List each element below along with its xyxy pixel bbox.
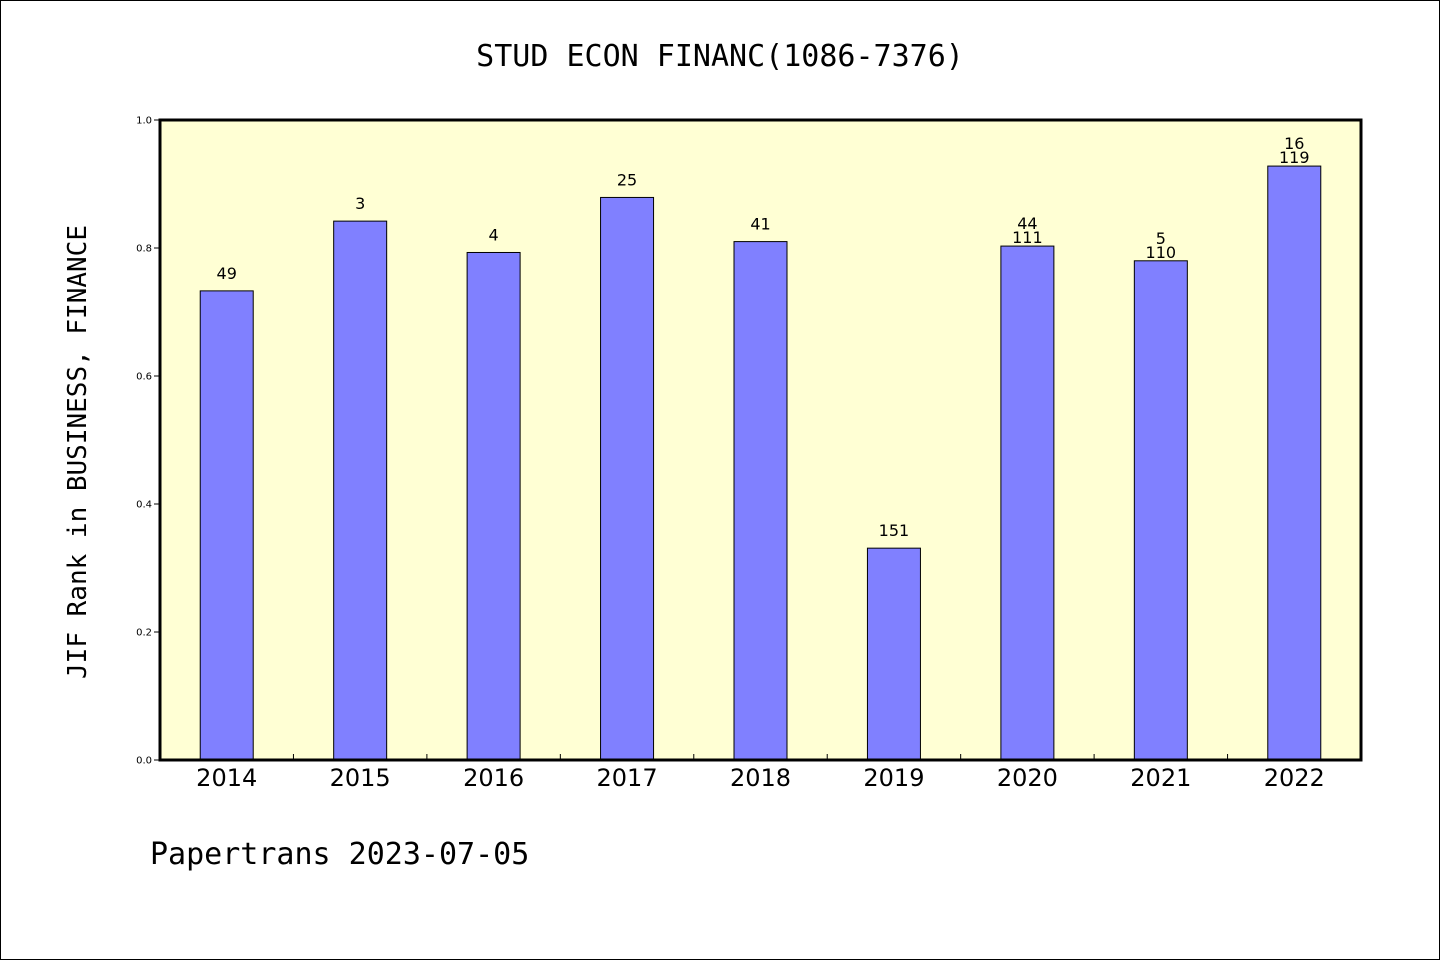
data-label: 49 [217,264,237,283]
y-axis-label: JIF Rank in BUSINESS, FINANCE [63,225,93,679]
x-tick-label: 2022 [1264,764,1325,792]
x-tick-label: 2021 [1130,764,1191,792]
data-label: 44 [1017,214,1037,233]
plot-border [158,118,1363,762]
bar-2017 [600,196,655,761]
bar-2015 [333,220,388,761]
bar-2016 [466,251,521,761]
bar-2022 [1267,165,1322,761]
x-tick-label: 2018 [730,764,791,792]
x-tick-label: 2015 [330,764,391,792]
data-label: 111 [1012,228,1043,247]
x-axis: 2014 2015 2016 2017 2018 2019 2020 2021 2022 [196,754,1325,792]
bar-2018 [733,241,788,761]
x-tick-label: 2014 [196,764,257,792]
y-tick-label: 0.0 [136,756,152,767]
data-label: 151 [879,521,910,540]
data-label: 5 [1156,229,1166,248]
data-label: 25 [617,170,637,189]
bar-2014 [199,290,254,761]
x-tick-label: 2016 [463,764,524,792]
y-tick-label: 0.8 [136,244,152,255]
footer-text: Papertrans 2023-07-05 [150,837,529,872]
y-tick-label: 0.2 [136,628,152,639]
data-label: 16 [1284,134,1304,153]
data-label: 4 [489,225,499,244]
y-axis: 0.0 0.2 0.4 0.6 0.8 1.0 [136,116,160,767]
bar-2019 [866,547,921,761]
bars [199,165,1322,761]
chart-title: STUD ECON FINANC(1086-7376) [476,39,964,74]
bar-2020 [1000,245,1055,761]
data-label: 110 [1146,243,1177,262]
y-tick-label: 0.4 [136,500,152,511]
bar-2021 [1133,260,1188,761]
data-label: 119 [1279,148,1310,167]
data-label: 41 [750,215,770,234]
x-tick-label: 2017 [597,764,658,792]
y-tick-label: 0.6 [136,372,152,383]
x-tick-label: 2019 [863,764,924,792]
x-tick-label: 2020 [997,764,1058,792]
data-label: 3 [355,194,365,213]
y-tick-label: 1.0 [136,116,152,127]
